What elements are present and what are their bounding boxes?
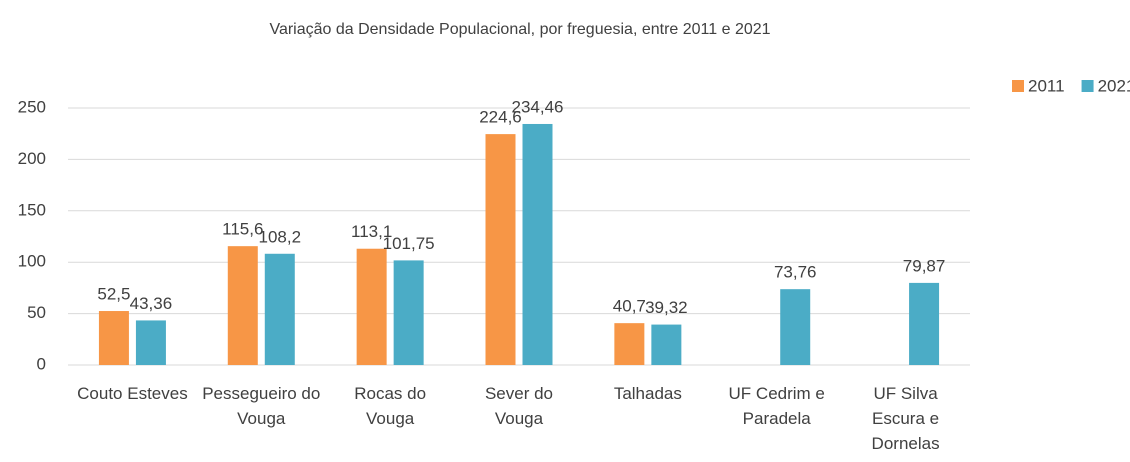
legend-label: 2021 (1098, 76, 1130, 95)
y-tick-label: 0 (37, 354, 46, 373)
legend-swatch (1081, 80, 1094, 92)
y-tick-label: 100 (18, 252, 46, 271)
data-label: 101,75 (383, 234, 435, 253)
x-tick-label: UF Silva Escura e Dornelas (872, 384, 940, 453)
data-label: 113,1 (351, 222, 392, 241)
bar (780, 289, 811, 365)
bar (98, 311, 129, 365)
bar (264, 253, 295, 365)
data-label: 39,32 (645, 298, 688, 317)
chart-title: Variação da Densidade Populacional, por … (269, 21, 770, 38)
data-label: 115,6 (222, 220, 263, 239)
data-label: 108,2 (259, 227, 302, 246)
data-label: 52,5 (97, 285, 130, 304)
legend-label: 2011 (1028, 76, 1065, 95)
bar (135, 320, 166, 365)
bar (356, 248, 387, 365)
x-tick-label: Couto Esteves (77, 384, 188, 403)
bar (522, 123, 553, 365)
y-tick-label: 200 (18, 149, 46, 168)
data-label: 224,6 (479, 108, 522, 127)
bar (614, 323, 645, 365)
bar (909, 282, 940, 365)
bar (485, 134, 516, 365)
bar (651, 324, 682, 365)
data-label: 40,7 (613, 297, 646, 316)
y-tick-label: 50 (27, 303, 46, 322)
x-tick-label: Sever do Vouga (485, 384, 553, 428)
y-tick-label: 250 (18, 97, 46, 116)
legend-swatch (1012, 80, 1024, 92)
x-tick-label: Pessegueiro do Vouga (202, 384, 320, 428)
bar (227, 246, 258, 365)
x-tick-label: Rocas do Vouga (354, 384, 426, 428)
x-tick-label: UF Cedrim e Paradela (729, 384, 825, 428)
data-label: 234,46 (512, 97, 564, 116)
y-tick-label: 150 (18, 200, 46, 219)
data-label: 73,76 (774, 263, 817, 282)
data-label: 43,36 (130, 294, 173, 313)
bar (393, 260, 424, 365)
x-tick-label: Talhadas (614, 384, 682, 403)
data-label: 79,87 (903, 256, 946, 275)
